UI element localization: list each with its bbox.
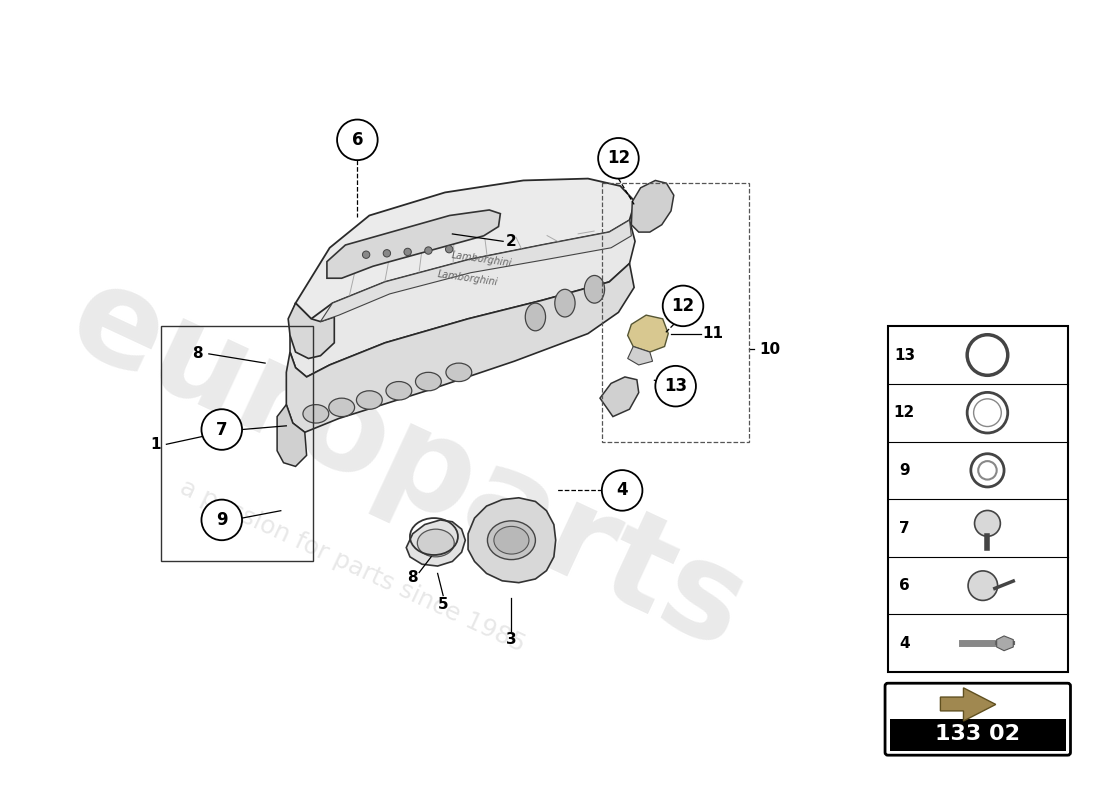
Circle shape: [656, 366, 696, 406]
FancyBboxPatch shape: [890, 719, 1066, 750]
Polygon shape: [997, 636, 1013, 650]
Text: 8: 8: [407, 570, 418, 585]
Polygon shape: [327, 210, 500, 278]
Text: 4: 4: [899, 636, 910, 651]
Circle shape: [662, 286, 703, 326]
Circle shape: [602, 470, 642, 510]
Polygon shape: [286, 263, 634, 432]
Text: 9: 9: [899, 463, 910, 478]
Text: 4: 4: [616, 482, 628, 499]
Text: Lamborghini: Lamborghini: [451, 250, 513, 269]
Ellipse shape: [584, 275, 605, 303]
Polygon shape: [628, 315, 669, 352]
Polygon shape: [277, 405, 307, 466]
Text: 1: 1: [150, 437, 161, 452]
Ellipse shape: [487, 521, 536, 559]
Circle shape: [404, 248, 411, 256]
Polygon shape: [600, 377, 639, 417]
FancyBboxPatch shape: [886, 683, 1070, 755]
Polygon shape: [469, 498, 556, 582]
Ellipse shape: [329, 398, 354, 417]
Text: europarts: europarts: [51, 253, 766, 676]
Circle shape: [362, 251, 370, 258]
Text: 8: 8: [192, 346, 204, 362]
Text: 11: 11: [702, 326, 723, 341]
Polygon shape: [940, 688, 996, 721]
Circle shape: [598, 138, 639, 178]
Polygon shape: [288, 303, 334, 358]
Circle shape: [201, 410, 242, 450]
Text: 133 02: 133 02: [935, 724, 1020, 744]
Polygon shape: [290, 220, 635, 377]
Text: 10: 10: [759, 342, 780, 357]
Circle shape: [446, 246, 453, 253]
Polygon shape: [296, 178, 635, 319]
Text: a passion for parts since 1985: a passion for parts since 1985: [176, 475, 529, 657]
Text: Lamborghini: Lamborghini: [437, 269, 499, 287]
Text: 2: 2: [506, 234, 517, 249]
Text: 13: 13: [664, 377, 688, 395]
Ellipse shape: [526, 303, 546, 331]
Ellipse shape: [302, 405, 329, 423]
Circle shape: [383, 250, 390, 257]
Ellipse shape: [386, 382, 411, 400]
Text: 5: 5: [438, 598, 449, 612]
Text: 9: 9: [216, 511, 228, 529]
Text: 12: 12: [671, 297, 694, 315]
Polygon shape: [631, 181, 674, 232]
Text: 7: 7: [899, 521, 910, 535]
Polygon shape: [320, 220, 631, 322]
Circle shape: [201, 500, 242, 540]
Ellipse shape: [494, 526, 529, 554]
Circle shape: [337, 119, 377, 160]
Ellipse shape: [416, 372, 441, 390]
Text: 12: 12: [607, 150, 630, 167]
Text: 6: 6: [899, 578, 910, 593]
Ellipse shape: [446, 363, 472, 382]
Circle shape: [425, 247, 432, 254]
Text: 13: 13: [894, 347, 915, 362]
Polygon shape: [628, 346, 652, 365]
Text: 6: 6: [352, 131, 363, 149]
Ellipse shape: [356, 390, 383, 410]
Polygon shape: [406, 520, 465, 566]
Ellipse shape: [417, 529, 454, 557]
Text: 12: 12: [894, 405, 915, 420]
Ellipse shape: [554, 290, 575, 317]
Text: 3: 3: [506, 632, 517, 647]
Circle shape: [975, 510, 1000, 536]
Circle shape: [968, 571, 998, 601]
Text: 7: 7: [216, 421, 228, 438]
